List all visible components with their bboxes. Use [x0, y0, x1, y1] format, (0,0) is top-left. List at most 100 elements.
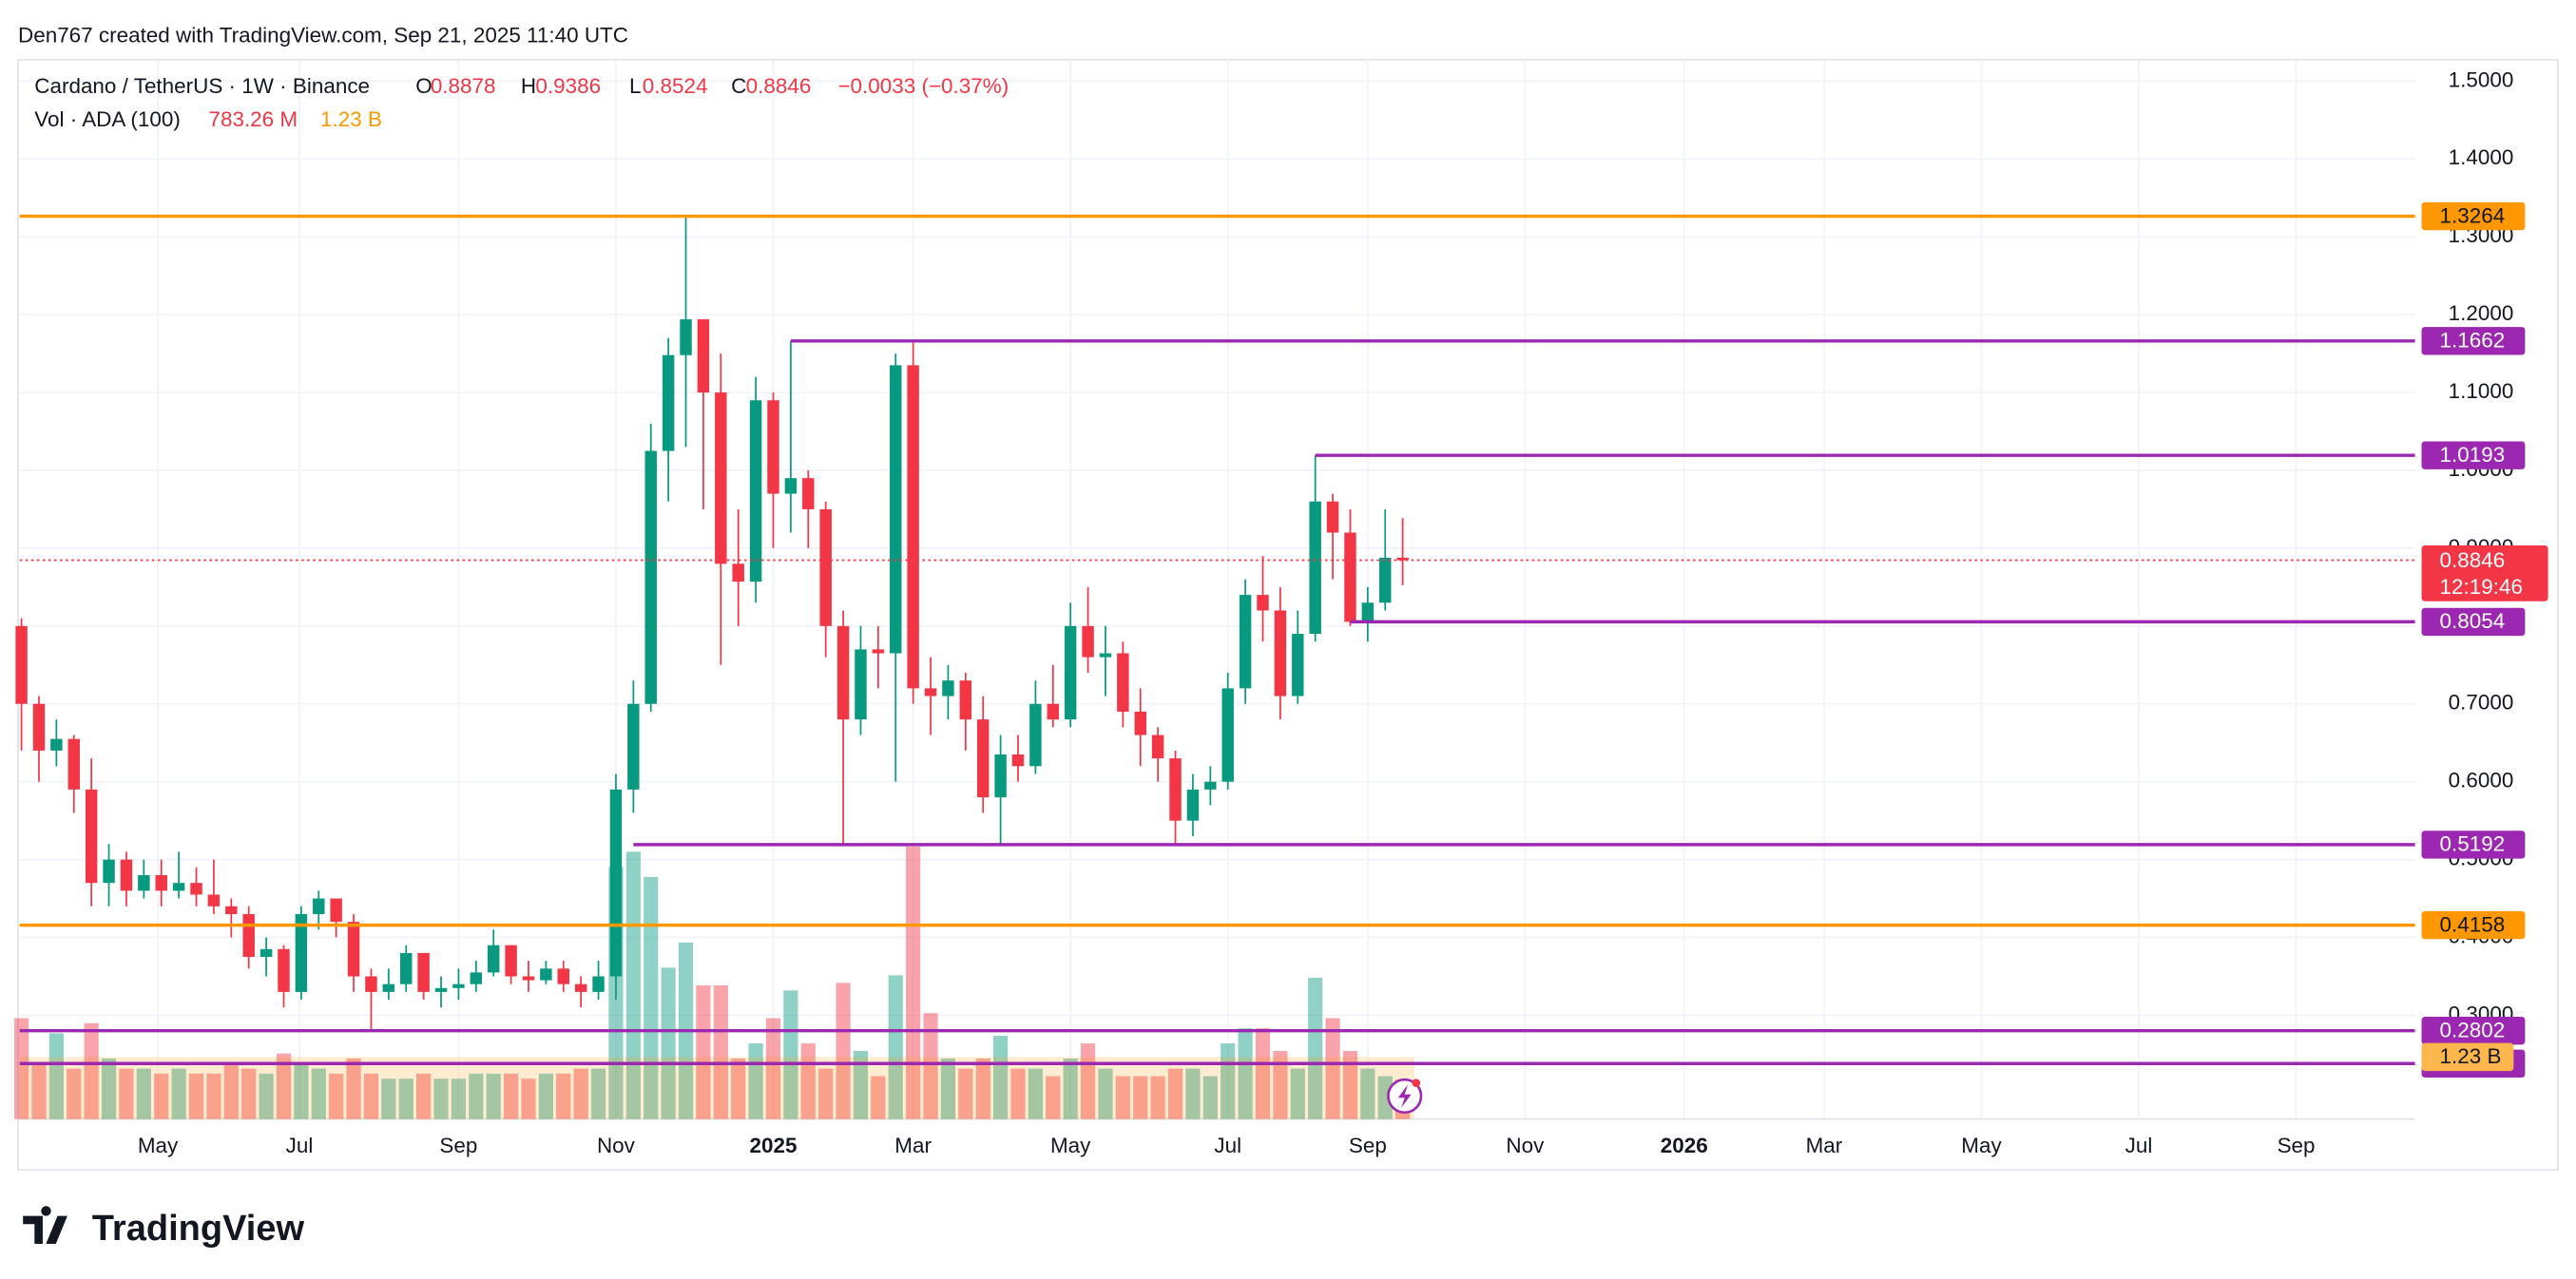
- level-label-box: [2421, 441, 2526, 469]
- candle-body: [1134, 711, 1146, 735]
- level-label: 0.2802: [2440, 1018, 2506, 1041]
- level-label-box: [2421, 327, 2526, 355]
- level-label: 1.0193: [2440, 443, 2506, 467]
- candle-body: [1274, 610, 1287, 697]
- candle-body: [347, 922, 360, 977]
- volume-bar: [1167, 1068, 1183, 1119]
- candle-body: [1344, 532, 1356, 622]
- price-label: 0.8846: [2440, 548, 2506, 572]
- x-tick-label: May: [1961, 1134, 2002, 1157]
- volume-bar: [1308, 978, 1323, 1119]
- volume-bar: [416, 1073, 432, 1119]
- x-tick-label: Mar: [1806, 1134, 1843, 1157]
- candle-body: [994, 754, 1007, 798]
- volume-bar: [871, 1076, 886, 1119]
- candle-body: [207, 894, 221, 907]
- candle-body: [155, 874, 167, 891]
- volume-bar: [1238, 1028, 1253, 1119]
- volume-bar: [469, 1073, 484, 1119]
- y-tick-label: 1.2000: [2449, 301, 2514, 325]
- countdown: 12:19:46: [2440, 575, 2523, 599]
- ohlc-value: 0.9386: [535, 74, 601, 98]
- level-label: 0.5192: [2440, 832, 2506, 856]
- candle-body: [715, 392, 727, 564]
- candle-body: [1064, 625, 1077, 720]
- candle-body: [487, 945, 500, 973]
- volume-bar: [31, 1063, 47, 1119]
- x-tick-label: 2026: [1661, 1134, 1708, 1157]
- candle-body: [609, 789, 623, 977]
- candle-body: [749, 400, 762, 582]
- volume-bar: [993, 1036, 1009, 1119]
- candle-body: [103, 859, 115, 884]
- x-tick-label: Nov: [1506, 1134, 1545, 1157]
- candle-body: [976, 719, 990, 798]
- volume-bar: [398, 1079, 413, 1119]
- volume-ma-box: [2421, 1042, 2514, 1072]
- volume-bar: [1273, 1051, 1288, 1119]
- x-tick-label: 2025: [750, 1134, 798, 1157]
- candle-body: [1292, 634, 1304, 697]
- candle-body: [802, 478, 815, 509]
- volume-bar: [136, 1068, 151, 1119]
- brand: TradingView: [92, 1209, 305, 1249]
- level-label: 0.8054: [2440, 609, 2506, 633]
- x-tick-label: Nov: [597, 1134, 636, 1157]
- candle-body: [434, 987, 448, 992]
- candle-body: [172, 883, 185, 891]
- volume-bar: [644, 876, 659, 1119]
- grid: [19, 59, 2415, 1119]
- candle-body: [15, 625, 28, 704]
- volume-bar: [818, 1068, 834, 1119]
- y-tick-label: 0.6000: [2449, 769, 2514, 792]
- candle-body: [400, 952, 413, 984]
- candle-body: [295, 913, 308, 992]
- candle-body: [382, 983, 395, 992]
- candle-body: [1029, 703, 1042, 767]
- volume-bar: [590, 1068, 606, 1119]
- x-tick-label: Sep: [2278, 1134, 2316, 1157]
- volume-bar: [276, 1053, 292, 1119]
- volume-bar: [67, 1068, 82, 1119]
- candle-body: [644, 450, 657, 704]
- candle-body: [1047, 703, 1060, 720]
- candle-body: [32, 703, 46, 751]
- candle-body: [470, 972, 483, 984]
- candle-body: [540, 968, 552, 981]
- volume-bar: [101, 1058, 117, 1119]
- volume-bar: [1290, 1068, 1305, 1119]
- volume-bar: [1360, 1068, 1375, 1119]
- candle-body: [1257, 595, 1269, 611]
- x-tick-label: Jul: [286, 1134, 314, 1157]
- volume-bar: [259, 1073, 274, 1119]
- candle-body: [855, 649, 867, 720]
- candle-body: [313, 898, 325, 914]
- level-label-box: [2421, 1016, 2526, 1045]
- ohlc-value: 0.8846: [746, 74, 812, 98]
- candle-body: [1169, 758, 1182, 821]
- volume-bar: [783, 990, 798, 1119]
- volume-bar: [311, 1068, 326, 1119]
- candle-body: [1204, 781, 1217, 790]
- volume-bar: [923, 1013, 938, 1119]
- volume-bar: [48, 1033, 64, 1119]
- replay-icon-bolt: [1397, 1084, 1412, 1108]
- volume-bar: [958, 1068, 973, 1119]
- candle-body: [417, 952, 430, 992]
- volume-bar: [1115, 1076, 1130, 1119]
- ohlc-value: 0.8524: [643, 74, 708, 98]
- candle-body: [872, 649, 885, 654]
- candle-body: [574, 983, 587, 992]
- volume-bar: [346, 1058, 361, 1119]
- candle-body: [1186, 789, 1200, 821]
- candle-body: [1099, 653, 1112, 658]
- x-tick-label: Sep: [439, 1134, 477, 1157]
- candle-body: [767, 400, 779, 494]
- volume-bar: [765, 1018, 781, 1119]
- candle-body: [1309, 501, 1321, 635]
- volume-bar: [888, 975, 903, 1119]
- volume-bar: [223, 1063, 239, 1119]
- volume-ma-band: [19, 1057, 1415, 1119]
- volume-bar: [1185, 1068, 1201, 1119]
